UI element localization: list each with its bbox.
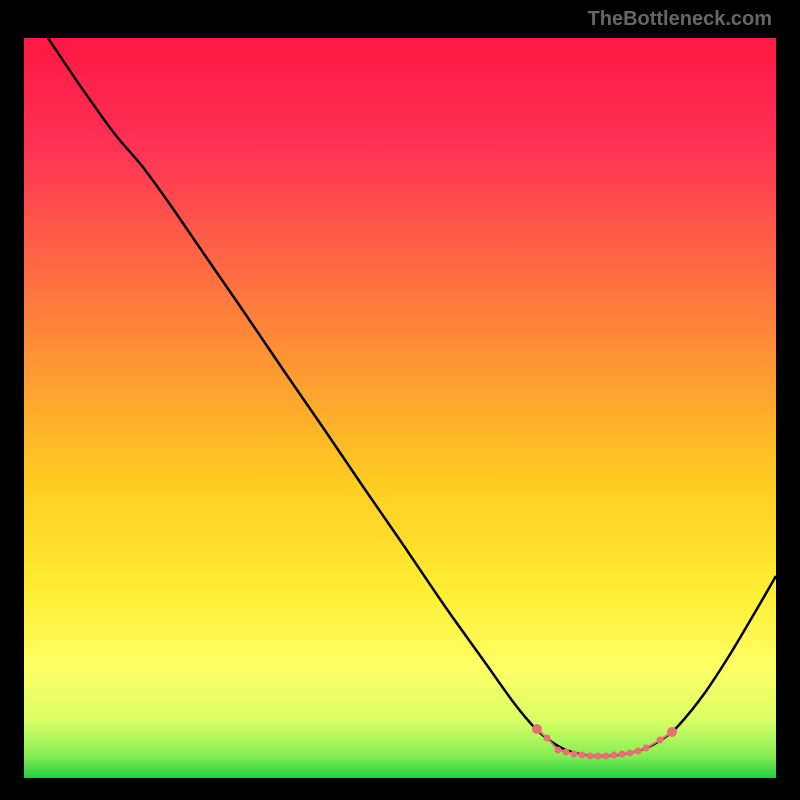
watermark-text: TheBottleneck.com	[588, 8, 772, 31]
chart-area	[24, 38, 776, 778]
gradient-background	[24, 38, 776, 778]
